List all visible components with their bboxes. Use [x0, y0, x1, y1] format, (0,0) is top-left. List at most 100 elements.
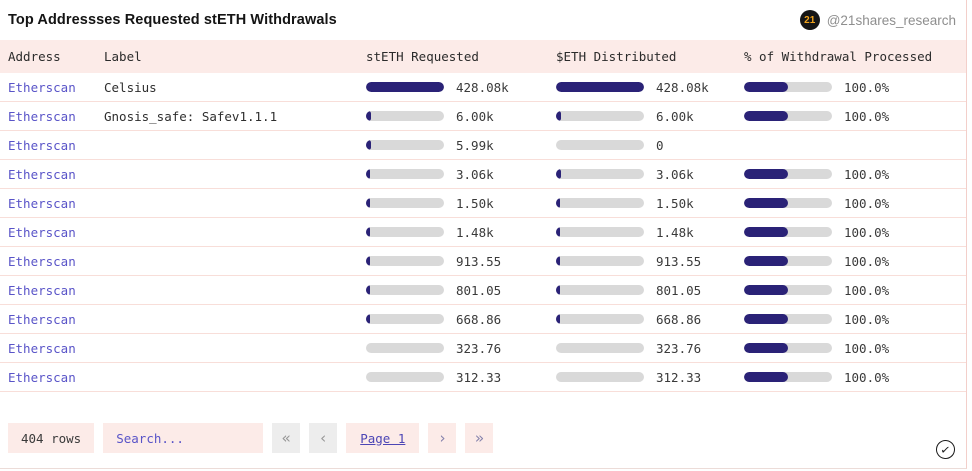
etherscan-link[interactable]: Etherscan	[8, 224, 76, 240]
search-input[interactable]	[103, 423, 264, 453]
steth-value: 801.05	[456, 282, 502, 298]
column-header-pct-processed: % of Withdrawal Processed	[744, 49, 933, 64]
address-label: Gnosis_safe: Safev1.1.1	[104, 108, 278, 124]
last-page-button[interactable]: »	[465, 423, 494, 453]
table-row: Etherscan Gnosis_safe: Safev1.1.1 6.00k …	[0, 102, 966, 131]
steth-requested-cell: 668.86	[366, 312, 556, 327]
steth-requested-cell: 1.50k	[366, 196, 556, 211]
pct-bar-track	[744, 343, 832, 353]
steth-bar-track	[366, 169, 444, 179]
steth-bar-fill	[366, 82, 444, 92]
row-count-badge: 404 rows	[8, 423, 95, 453]
pct-processed-cell: 100.0%	[744, 370, 966, 385]
etherscan-link[interactable]: Etherscan	[8, 253, 76, 269]
pct-value: 100.0%	[844, 195, 890, 211]
etherscan-link[interactable]: Etherscan	[8, 195, 76, 211]
pct-bar-fill	[744, 198, 788, 208]
steth-requested-cell: 1.48k	[366, 225, 556, 240]
steth-requested-cell: 3.06k	[366, 167, 556, 182]
pct-bar-track	[744, 227, 832, 237]
pct-processed-cell: 100.0%	[744, 312, 966, 327]
eth-distributed-cell: 312.33	[556, 370, 744, 385]
pct-bar-fill	[744, 111, 788, 121]
etherscan-link[interactable]: Etherscan	[8, 166, 76, 182]
pct-value: 100.0%	[844, 253, 890, 269]
pct-bar-track	[744, 285, 832, 295]
eth-bar-track	[556, 82, 644, 92]
eth-value: 6.00k	[656, 108, 694, 124]
author-byline: 21 @21shares_research	[799, 10, 956, 30]
current-page-link[interactable]: Page 1	[346, 423, 420, 453]
eth-value: 801.05	[656, 282, 702, 298]
steth-value: 668.86	[456, 311, 502, 327]
eth-value: 323.76	[656, 340, 702, 356]
etherscan-link[interactable]: Etherscan	[8, 282, 76, 298]
eth-value: 1.48k	[656, 224, 694, 240]
eth-bar-track	[556, 372, 644, 382]
eth-bar-track	[556, 285, 644, 295]
pct-processed-cell: 100.0%	[744, 341, 966, 356]
table-body: Etherscan Celsius 428.08k 428.08k 100.0%…	[0, 73, 966, 392]
steth-value: 312.33	[456, 369, 502, 385]
pct-bar-fill	[744, 227, 788, 237]
steth-value: 323.76	[456, 340, 502, 356]
first-page-button[interactable]: «	[272, 423, 301, 453]
table-header-row: Address Label stETH Requested $ETH Distr…	[0, 40, 966, 73]
pct-bar-fill	[744, 372, 788, 382]
etherscan-link[interactable]: Etherscan	[8, 340, 76, 356]
pct-bar-track	[744, 372, 832, 382]
eth-value: 1.50k	[656, 195, 694, 211]
eth-bar-track	[556, 314, 644, 324]
eth-bar-track	[556, 111, 644, 121]
pct-processed-cell: 100.0%	[744, 283, 966, 298]
prev-page-button[interactable]: ‹	[309, 423, 338, 453]
pct-value: 100.0%	[844, 166, 890, 182]
steth-requested-cell: 6.00k	[366, 109, 556, 124]
eth-bar-fill	[556, 256, 561, 266]
eth-distributed-cell: 323.76	[556, 341, 744, 356]
widget-title: Top Addressses Requested stETH Withdrawa…	[8, 12, 337, 28]
pct-bar-track	[744, 169, 832, 179]
pct-value: 100.0%	[844, 340, 890, 356]
eth-bar-track	[556, 140, 644, 150]
table-row: Etherscan Celsius 428.08k 428.08k 100.0%	[0, 73, 966, 102]
pct-bar-fill	[744, 314, 788, 324]
pct-bar-track	[744, 198, 832, 208]
steth-value: 913.55	[456, 253, 502, 269]
etherscan-link[interactable]: Etherscan	[8, 311, 76, 327]
eth-bar-track	[556, 256, 644, 266]
steth-bar-track	[366, 111, 444, 121]
etherscan-link[interactable]: Etherscan	[8, 108, 76, 124]
pct-processed-cell: 100.0%	[744, 80, 966, 95]
steth-bar-track	[366, 140, 444, 150]
eth-value: 0	[656, 137, 664, 153]
etherscan-link[interactable]: Etherscan	[8, 79, 76, 95]
steth-bar-fill	[366, 140, 371, 150]
steth-value: 3.06k	[456, 166, 494, 182]
table-row: Etherscan 5.99k 0	[0, 131, 966, 160]
eth-value: 668.86	[656, 311, 702, 327]
steth-bar-fill	[366, 314, 370, 324]
table-row: Etherscan 3.06k 3.06k 100.0%	[0, 160, 966, 189]
steth-bar-track	[366, 372, 444, 382]
21shares-logo-icon: 21	[799, 10, 820, 30]
table-row: Etherscan 913.55 913.55 100.0%	[0, 247, 966, 276]
etherscan-link[interactable]: Etherscan	[8, 137, 76, 153]
next-page-button[interactable]: ›	[428, 423, 457, 453]
steth-bar-track	[366, 285, 444, 295]
etherscan-link[interactable]: Etherscan	[8, 369, 76, 385]
eth-distributed-cell: 0	[556, 138, 744, 153]
column-header-steth-requested: stETH Requested	[366, 49, 479, 64]
steth-value: 5.99k	[456, 137, 494, 153]
pct-processed-cell: 100.0%	[744, 225, 966, 240]
steth-bar-track	[366, 314, 444, 324]
eth-bar-track	[556, 169, 644, 179]
table-row: Etherscan 312.33 312.33 100.0%	[0, 363, 966, 392]
steth-bar-fill	[366, 227, 370, 237]
pct-bar-fill	[744, 285, 788, 295]
address-label: Celsius	[104, 79, 157, 95]
eth-bar-track	[556, 227, 644, 237]
eth-distributed-cell: 3.06k	[556, 167, 744, 182]
eth-value: 913.55	[656, 253, 702, 269]
